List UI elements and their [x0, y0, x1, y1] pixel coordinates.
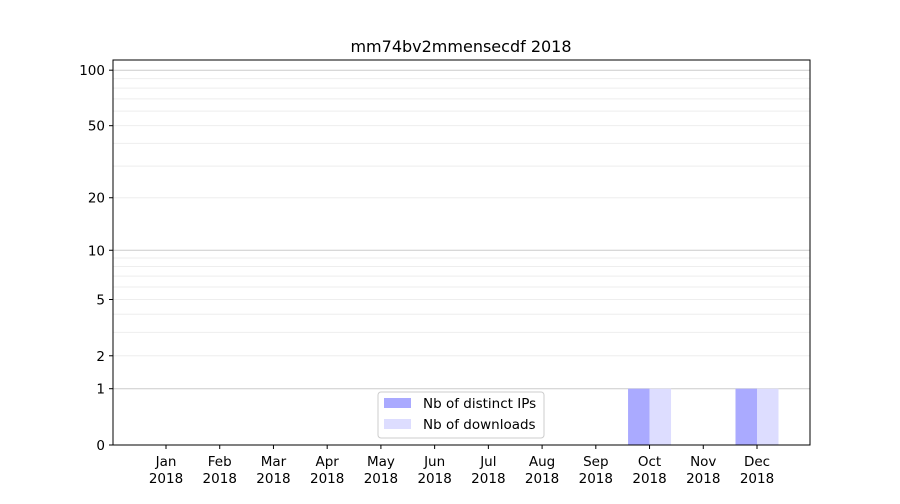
x-tick-label-month: Apr: [316, 454, 340, 470]
x-axis: Jan2018Feb2018Mar2018Apr2018May2018Jun20…: [149, 445, 774, 487]
y-tick-label: 10: [88, 243, 105, 259]
x-tick-label-year: 2018: [256, 471, 290, 487]
x-tick-label-month: Jan: [155, 454, 177, 470]
bar-distinct-ips: [628, 388, 650, 445]
legend-label-distinct-ips: Nb of distinct IPs: [423, 396, 536, 412]
x-tick-label-month: May: [367, 454, 395, 470]
y-axis: 0 1 2 5 10 20 50 100: [79, 63, 113, 454]
x-tick-label-month: Jul: [479, 454, 496, 470]
x-tick-label-year: 2018: [740, 471, 774, 487]
y-tick-label: 50: [88, 119, 105, 135]
plot-frame: [112, 59, 811, 446]
x-tick-label-year: 2018: [310, 471, 344, 487]
bars: [628, 388, 779, 445]
y-tick-label: 2: [96, 349, 105, 365]
x-tick-label-month: Aug: [529, 454, 555, 470]
x-tick-label-year: 2018: [149, 471, 183, 487]
y-tick-label: 1: [96, 382, 105, 398]
x-tick-label-month: Nov: [690, 454, 716, 470]
bar-downloads: [757, 388, 779, 445]
legend: Nb of distinct IPs Nb of downloads: [377, 391, 545, 439]
x-tick-label-month: Dec: [744, 454, 770, 470]
legend-label-downloads: Nb of downloads: [423, 417, 536, 433]
bar-distinct-ips: [735, 388, 757, 445]
x-tick-label-year: 2018: [364, 471, 398, 487]
x-tick-label-year: 2018: [471, 471, 505, 487]
y-tick-label: 100: [79, 63, 105, 79]
x-tick-label-month: Jun: [423, 454, 445, 470]
y-tick-label: 20: [88, 191, 105, 207]
x-tick-label-year: 2018: [525, 471, 559, 487]
x-tick-label-year: 2018: [579, 471, 613, 487]
x-tick-label-month: Feb: [208, 454, 232, 470]
bar-downloads: [649, 388, 672, 445]
grid: [113, 69, 810, 390]
x-tick-label-year: 2018: [686, 471, 720, 487]
x-tick-label-year: 2018: [417, 471, 451, 487]
x-tick-label-month: Sep: [583, 454, 608, 470]
x-tick-label-year: 2018: [203, 471, 237, 487]
legend-box: [377, 391, 545, 439]
y-tick-label: 0: [96, 438, 105, 454]
x-tick-label-month: Mar: [261, 454, 287, 470]
legend-swatch-downloads: [384, 419, 411, 429]
x-tick-label-year: 2018: [632, 471, 666, 487]
legend-swatch-distinct-ips: [384, 398, 411, 408]
chart-title: mm74bv2mmensecdf 2018: [350, 37, 571, 56]
x-tick-label-month: Oct: [638, 454, 661, 470]
y-tick-label: 5: [96, 292, 105, 308]
